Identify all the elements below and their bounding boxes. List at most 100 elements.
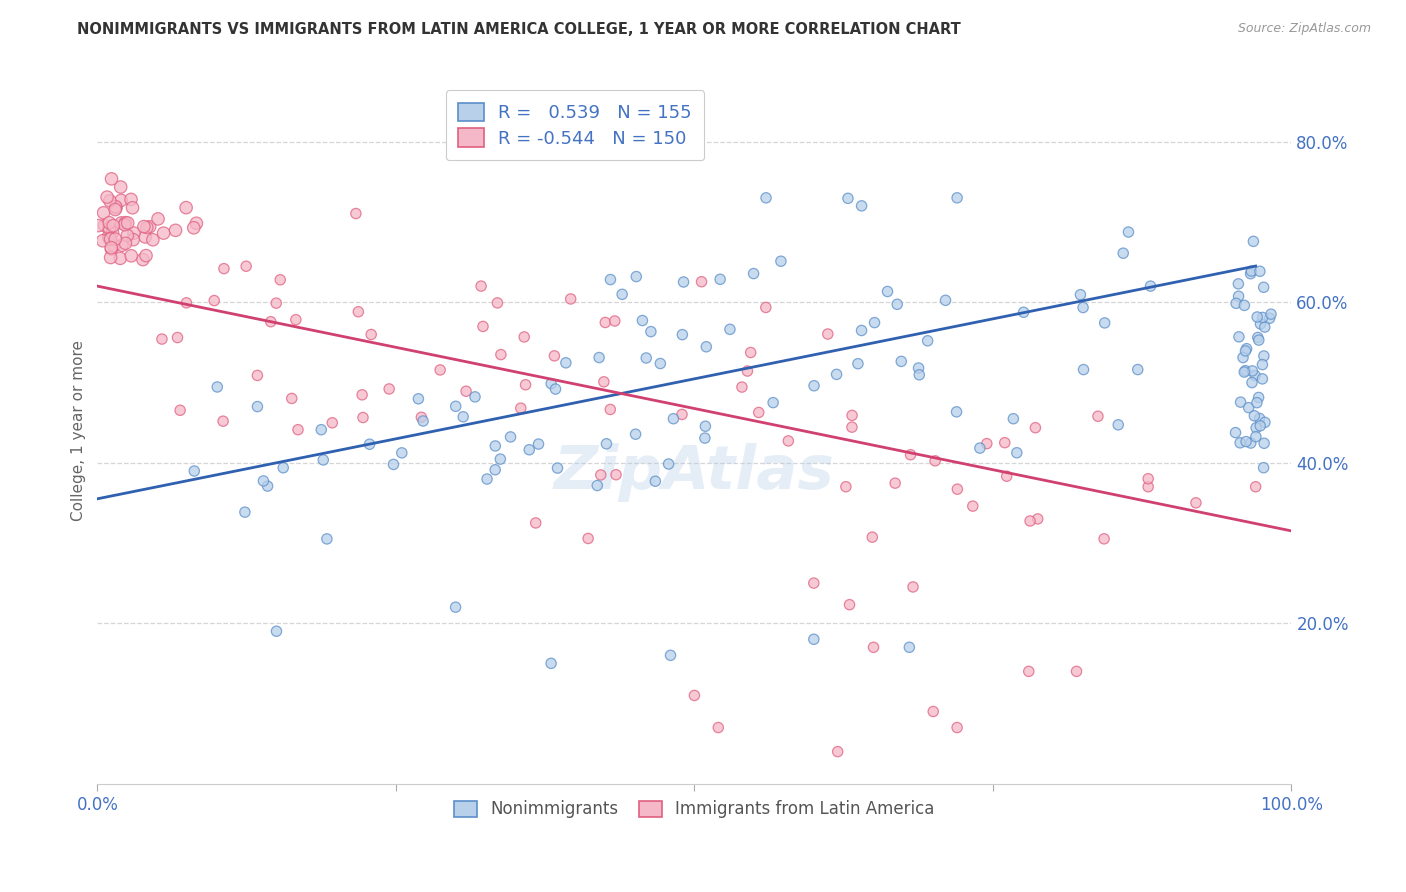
Point bbox=[212, 414, 235, 428]
Point bbox=[631, 313, 654, 327]
Point bbox=[1066, 665, 1088, 679]
Point bbox=[105, 201, 128, 215]
Point bbox=[111, 238, 134, 252]
Point bbox=[515, 377, 537, 392]
Point bbox=[1253, 436, 1275, 450]
Point bbox=[544, 382, 567, 396]
Point bbox=[104, 200, 127, 214]
Point bbox=[969, 441, 991, 455]
Point bbox=[284, 312, 307, 326]
Point bbox=[135, 220, 157, 235]
Point bbox=[671, 327, 693, 342]
Point bbox=[755, 191, 778, 205]
Point bbox=[101, 226, 124, 240]
Point bbox=[740, 345, 762, 359]
Point bbox=[122, 226, 145, 240]
Point bbox=[593, 316, 616, 330]
Point bbox=[87, 219, 110, 233]
Point bbox=[135, 249, 157, 263]
Point bbox=[976, 436, 998, 450]
Point bbox=[547, 461, 569, 475]
Point bbox=[489, 348, 512, 362]
Point bbox=[1258, 311, 1281, 326]
Point bbox=[876, 285, 898, 299]
Point bbox=[134, 230, 156, 244]
Point bbox=[1234, 343, 1257, 358]
Point bbox=[851, 199, 873, 213]
Point bbox=[499, 430, 522, 444]
Point bbox=[1254, 320, 1277, 334]
Point bbox=[96, 190, 118, 204]
Point bbox=[1026, 512, 1049, 526]
Point bbox=[1234, 364, 1257, 378]
Point bbox=[470, 279, 492, 293]
Point bbox=[540, 657, 562, 671]
Point bbox=[1139, 279, 1161, 293]
Point bbox=[884, 476, 907, 491]
Point bbox=[1107, 417, 1129, 432]
Text: NONIMMIGRANTS VS IMMIGRANTS FROM LATIN AMERICA COLLEGE, 1 YEAR OR MORE CORRELATI: NONIMMIGRANTS VS IMMIGRANTS FROM LATIN A… bbox=[77, 22, 962, 37]
Point bbox=[1137, 472, 1160, 486]
Point bbox=[825, 368, 848, 382]
Point bbox=[851, 324, 873, 338]
Point bbox=[994, 435, 1017, 450]
Point bbox=[886, 297, 908, 311]
Point bbox=[1227, 289, 1250, 303]
Point bbox=[1018, 665, 1040, 679]
Point bbox=[408, 392, 430, 406]
Point bbox=[898, 640, 921, 655]
Point bbox=[690, 275, 713, 289]
Point bbox=[98, 194, 121, 208]
Point bbox=[576, 532, 599, 546]
Point bbox=[554, 356, 576, 370]
Point bbox=[658, 457, 681, 471]
Point bbox=[1253, 280, 1275, 294]
Point bbox=[132, 252, 155, 267]
Point bbox=[1239, 267, 1261, 281]
Point bbox=[599, 402, 621, 417]
Point bbox=[309, 423, 332, 437]
Legend: Nonimmigrants, Immigrants from Latin America: Nonimmigrants, Immigrants from Latin Ame… bbox=[447, 794, 942, 825]
Point bbox=[281, 392, 304, 406]
Point bbox=[486, 296, 509, 310]
Point bbox=[1260, 307, 1282, 321]
Point bbox=[114, 218, 136, 232]
Point bbox=[269, 273, 291, 287]
Point bbox=[841, 409, 863, 423]
Point bbox=[1229, 395, 1251, 409]
Point bbox=[429, 363, 451, 377]
Point bbox=[472, 319, 495, 334]
Point bbox=[100, 172, 122, 186]
Point bbox=[650, 357, 672, 371]
Point bbox=[837, 191, 859, 205]
Point bbox=[359, 437, 381, 451]
Point bbox=[841, 420, 863, 434]
Point bbox=[560, 292, 582, 306]
Point bbox=[803, 378, 825, 392]
Point bbox=[382, 458, 405, 472]
Point bbox=[98, 216, 121, 230]
Point bbox=[1233, 298, 1256, 312]
Point bbox=[1247, 391, 1270, 405]
Point bbox=[312, 453, 335, 467]
Point bbox=[1249, 411, 1271, 425]
Point bbox=[860, 530, 883, 544]
Point bbox=[183, 464, 205, 478]
Point bbox=[817, 326, 839, 341]
Point bbox=[360, 327, 382, 342]
Point bbox=[908, 368, 931, 382]
Point bbox=[644, 474, 666, 488]
Point bbox=[835, 480, 858, 494]
Point bbox=[103, 238, 125, 252]
Point bbox=[104, 202, 127, 217]
Point bbox=[1253, 460, 1275, 475]
Point bbox=[707, 721, 730, 735]
Point bbox=[246, 368, 269, 383]
Point bbox=[321, 416, 343, 430]
Point bbox=[100, 241, 122, 255]
Point bbox=[1229, 435, 1251, 450]
Point bbox=[152, 226, 174, 240]
Point bbox=[110, 194, 132, 208]
Point bbox=[207, 380, 229, 394]
Point bbox=[742, 267, 765, 281]
